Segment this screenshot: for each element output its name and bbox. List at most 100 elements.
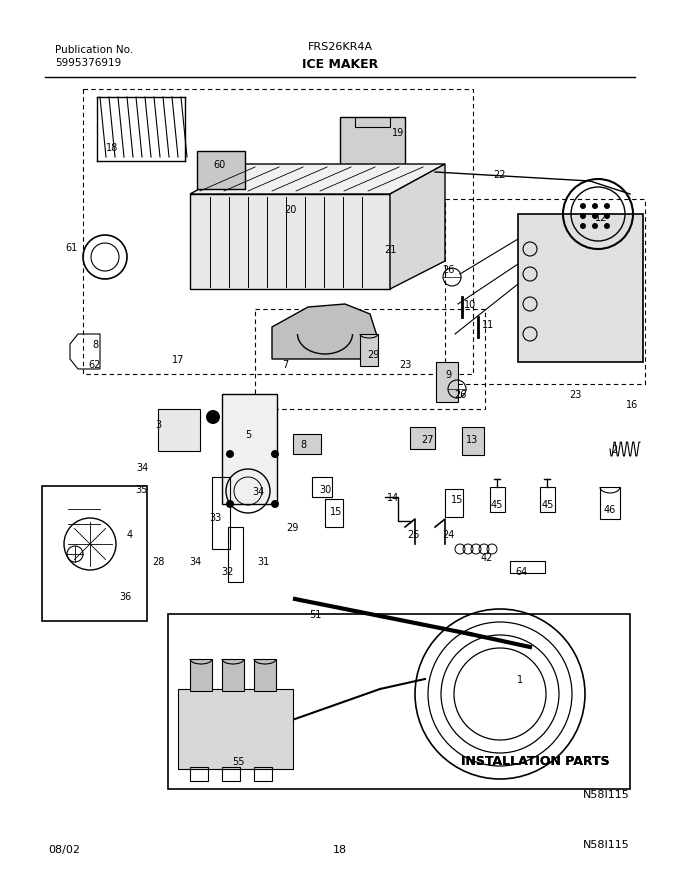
Circle shape bbox=[580, 214, 586, 220]
Bar bbox=[360, 335, 378, 367]
Bar bbox=[42, 487, 147, 621]
Circle shape bbox=[604, 214, 610, 220]
Text: 32: 32 bbox=[222, 567, 234, 576]
Text: 29: 29 bbox=[286, 522, 299, 533]
Bar bbox=[168, 614, 630, 789]
Text: 55: 55 bbox=[232, 756, 244, 766]
Bar bbox=[293, 434, 321, 454]
Text: 26: 26 bbox=[442, 265, 454, 275]
Text: 62: 62 bbox=[89, 360, 101, 369]
Text: 8: 8 bbox=[300, 440, 306, 449]
Circle shape bbox=[604, 203, 610, 209]
Bar bbox=[325, 500, 343, 527]
Circle shape bbox=[271, 501, 279, 508]
Bar bbox=[436, 362, 458, 402]
Text: 17: 17 bbox=[172, 355, 184, 365]
Text: 08/02: 08/02 bbox=[48, 844, 80, 854]
Text: 9: 9 bbox=[445, 369, 451, 380]
Bar bbox=[222, 395, 277, 504]
Text: 64: 64 bbox=[516, 567, 528, 576]
Bar bbox=[410, 428, 435, 449]
Text: 60: 60 bbox=[214, 160, 226, 169]
Text: 29: 29 bbox=[367, 349, 379, 360]
Text: 24: 24 bbox=[442, 529, 454, 540]
Bar bbox=[222, 767, 240, 781]
Text: 45: 45 bbox=[491, 500, 503, 509]
Circle shape bbox=[580, 223, 586, 229]
Bar bbox=[600, 488, 620, 520]
Text: 18: 18 bbox=[106, 143, 118, 153]
Polygon shape bbox=[390, 165, 445, 289]
Text: 11: 11 bbox=[482, 320, 494, 329]
Bar bbox=[445, 200, 645, 385]
Text: INSTALLATION PARTS: INSTALLATION PARTS bbox=[460, 754, 609, 767]
Text: 45: 45 bbox=[542, 500, 554, 509]
Text: 13: 13 bbox=[466, 434, 478, 444]
Text: N58I115: N58I115 bbox=[583, 839, 630, 849]
Text: 7: 7 bbox=[282, 360, 288, 369]
Circle shape bbox=[206, 410, 220, 425]
Bar bbox=[190, 767, 208, 781]
Polygon shape bbox=[190, 195, 390, 289]
Text: 28: 28 bbox=[152, 556, 164, 567]
Circle shape bbox=[226, 450, 234, 459]
Bar bbox=[254, 767, 272, 781]
Bar bbox=[158, 409, 200, 452]
Text: ICE MAKER: ICE MAKER bbox=[302, 58, 378, 71]
Bar bbox=[340, 118, 405, 169]
Text: 20: 20 bbox=[284, 205, 296, 215]
Bar bbox=[83, 90, 473, 375]
Text: 19: 19 bbox=[392, 128, 404, 138]
Text: 5995376919: 5995376919 bbox=[55, 58, 121, 68]
Bar bbox=[312, 477, 332, 497]
Polygon shape bbox=[272, 305, 378, 360]
Text: 31: 31 bbox=[257, 556, 269, 567]
Text: 22: 22 bbox=[494, 169, 506, 180]
Text: FRS26KR4A: FRS26KR4A bbox=[307, 42, 373, 52]
Text: 34: 34 bbox=[189, 556, 201, 567]
Text: 6: 6 bbox=[212, 413, 218, 422]
Text: 23: 23 bbox=[398, 360, 411, 369]
Text: 33: 33 bbox=[209, 513, 221, 522]
Text: 30: 30 bbox=[319, 484, 331, 494]
Text: 15: 15 bbox=[451, 494, 463, 504]
Bar bbox=[190, 660, 212, 691]
Text: 35: 35 bbox=[136, 484, 148, 494]
Circle shape bbox=[271, 450, 279, 459]
Text: 36: 36 bbox=[119, 591, 131, 601]
Text: 27: 27 bbox=[422, 434, 435, 444]
Bar bbox=[518, 215, 643, 362]
Text: INSTALLATION PARTS: INSTALLATION PARTS bbox=[460, 754, 609, 767]
Text: 21: 21 bbox=[384, 245, 396, 255]
Text: 3: 3 bbox=[155, 420, 161, 429]
Bar bbox=[222, 660, 244, 691]
Bar bbox=[178, 689, 293, 769]
Text: 12: 12 bbox=[595, 213, 607, 222]
Text: 23: 23 bbox=[568, 389, 581, 400]
Text: 10: 10 bbox=[464, 300, 476, 309]
Polygon shape bbox=[190, 165, 445, 195]
Bar bbox=[228, 527, 243, 582]
Text: 14: 14 bbox=[387, 493, 399, 502]
Text: 34: 34 bbox=[252, 487, 264, 496]
Circle shape bbox=[580, 203, 586, 209]
Text: 25: 25 bbox=[407, 529, 420, 540]
Bar bbox=[510, 561, 545, 574]
Text: 26: 26 bbox=[454, 389, 466, 400]
Circle shape bbox=[604, 223, 610, 229]
Bar bbox=[540, 488, 555, 513]
Text: 15: 15 bbox=[330, 507, 342, 516]
Bar bbox=[197, 152, 245, 189]
Text: 61: 61 bbox=[66, 242, 78, 253]
Text: 18: 18 bbox=[333, 844, 347, 854]
Bar bbox=[490, 488, 505, 513]
Text: 46: 46 bbox=[604, 504, 616, 514]
Text: 5: 5 bbox=[245, 429, 251, 440]
Circle shape bbox=[592, 223, 598, 229]
Text: 16: 16 bbox=[626, 400, 638, 409]
Text: 4: 4 bbox=[127, 529, 133, 540]
Text: 51: 51 bbox=[309, 609, 321, 620]
Bar bbox=[462, 428, 484, 455]
Circle shape bbox=[226, 501, 234, 508]
Text: Publication No.: Publication No. bbox=[55, 45, 133, 55]
